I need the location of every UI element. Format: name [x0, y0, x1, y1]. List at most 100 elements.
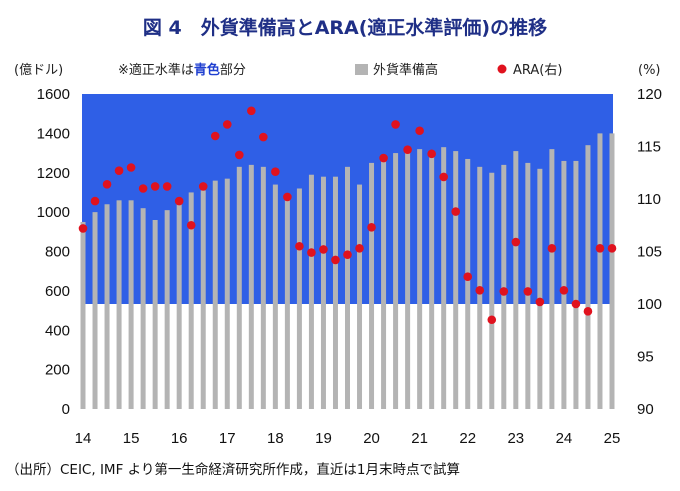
- source-note: （出所）CEIC, IMF より第一生命経済研究所作成，直近は1月末時点で試算: [6, 461, 460, 478]
- reserve-bar: [357, 184, 363, 409]
- reserve-bar: [345, 166, 350, 409]
- x-tick-label: 19: [315, 430, 332, 447]
- ara-point: [259, 132, 268, 142]
- left-tick-label: 800: [45, 244, 70, 261]
- reserve-bar: [188, 192, 194, 409]
- adequacy-note: ※適正水準は青色部分: [118, 62, 246, 78]
- reserve-bar: [212, 180, 218, 409]
- ara-point: [295, 241, 304, 251]
- ara-point: [186, 220, 196, 230]
- ara-point: [126, 163, 136, 172]
- ara-point: [571, 299, 581, 309]
- ara-point: [439, 172, 448, 182]
- ara-point: [607, 244, 617, 253]
- x-tick-label: 15: [123, 430, 140, 447]
- left-tick-label: 1000: [37, 204, 70, 221]
- reserve-bar: [429, 155, 435, 409]
- ara-point: [138, 184, 148, 193]
- reserve-bar: [152, 220, 158, 409]
- reserve-bar: [525, 162, 531, 409]
- left-tick-label: 200: [45, 362, 70, 379]
- right-tick-label: 100: [637, 296, 662, 313]
- ara-point: [343, 250, 352, 259]
- ara-point: [174, 196, 184, 206]
- plot-area: 0 200 400 600 800 1000 1200 1400 1600 90 95 100 105 1…: [37, 86, 662, 447]
- reserve-bar: [561, 160, 567, 409]
- reserve-bar: [381, 157, 387, 409]
- reserve-bar: [272, 184, 278, 409]
- ara-point: [307, 248, 316, 257]
- right-tick-label: 90: [637, 401, 654, 418]
- reserve-bar: [128, 200, 134, 409]
- ara-point: [247, 106, 256, 116]
- left-tick-label: 1400: [37, 125, 70, 142]
- reserve-bar: [489, 172, 495, 409]
- reserve-bar: [104, 204, 110, 409]
- reserve-bar: [284, 198, 290, 409]
- right-tick-label: 105: [637, 244, 662, 261]
- legend-bar-swatch: [355, 64, 368, 75]
- ara-point: [379, 153, 388, 163]
- right-tick-label: 110: [637, 191, 661, 208]
- reserve-bar: [224, 178, 230, 409]
- reserve-bar: [513, 151, 519, 409]
- reserve-bar: [501, 164, 507, 409]
- left-tick-label: 600: [45, 283, 70, 300]
- x-tick-label: 20: [363, 430, 380, 447]
- x-tick-label: 16: [171, 430, 188, 447]
- ara-point: [210, 131, 220, 141]
- ara-point: [523, 287, 533, 296]
- reserve-bar: [140, 208, 146, 409]
- reserve-bar: [200, 190, 206, 409]
- ara-point: [78, 224, 88, 233]
- ara-point: [451, 207, 461, 216]
- x-tick-label: 17: [219, 430, 236, 447]
- left-tick-label: 0: [62, 401, 70, 418]
- reserve-bar: [260, 166, 266, 409]
- reserve-bar: [248, 164, 254, 409]
- ara-point: [499, 287, 509, 296]
- ara-point: [198, 182, 208, 191]
- ara-point: [283, 192, 292, 202]
- ara-point: [319, 245, 328, 254]
- x-tick-label: 24: [556, 430, 573, 447]
- reserve-bar: [441, 147, 447, 409]
- x-tick-label: 18: [267, 430, 284, 447]
- ara-point: [427, 149, 436, 159]
- legend-bar-label: 外貨準備高: [373, 62, 438, 78]
- left-axis-unit: (億ドル): [14, 62, 63, 78]
- reserve-bar: [176, 204, 182, 409]
- reserve-bar: [405, 151, 411, 409]
- legend-dot-label: ARA(右): [513, 63, 562, 78]
- reserve-bar: [573, 160, 579, 409]
- reserve-bar: [369, 162, 375, 409]
- right-tick-label: 95: [637, 349, 654, 366]
- right-axis-unit: (%): [638, 63, 661, 78]
- ara-point: [331, 255, 340, 265]
- x-tick-label: 23: [507, 430, 524, 447]
- ara-point: [234, 150, 244, 160]
- chart-title: 図 4 外貨準備高とARA(適正水準評価)の推移: [143, 16, 547, 39]
- x-tick-label: 14: [75, 430, 92, 447]
- ara-point: [114, 166, 124, 175]
- x-tick-label: 21: [411, 430, 428, 447]
- reserve-bar: [549, 149, 555, 409]
- ara-point: [102, 180, 112, 189]
- reserve-bar: [164, 210, 170, 409]
- ara-point: [547, 244, 557, 253]
- ara-point: [391, 120, 400, 129]
- ara-point: [475, 286, 485, 295]
- left-tick-label: 400: [45, 322, 70, 339]
- x-tick-label: 25: [604, 430, 621, 447]
- left-tick-label: 1600: [37, 86, 70, 103]
- reserve-bar: [609, 133, 615, 409]
- reserve-bar: [92, 212, 98, 409]
- reserve-bar: [465, 158, 471, 409]
- reserve-bar: [453, 151, 459, 409]
- ara-point: [271, 167, 280, 176]
- reserve-bar: [296, 188, 302, 409]
- reserve-bar: [537, 168, 543, 409]
- ara-point: [595, 244, 605, 253]
- ara-point: [487, 315, 497, 325]
